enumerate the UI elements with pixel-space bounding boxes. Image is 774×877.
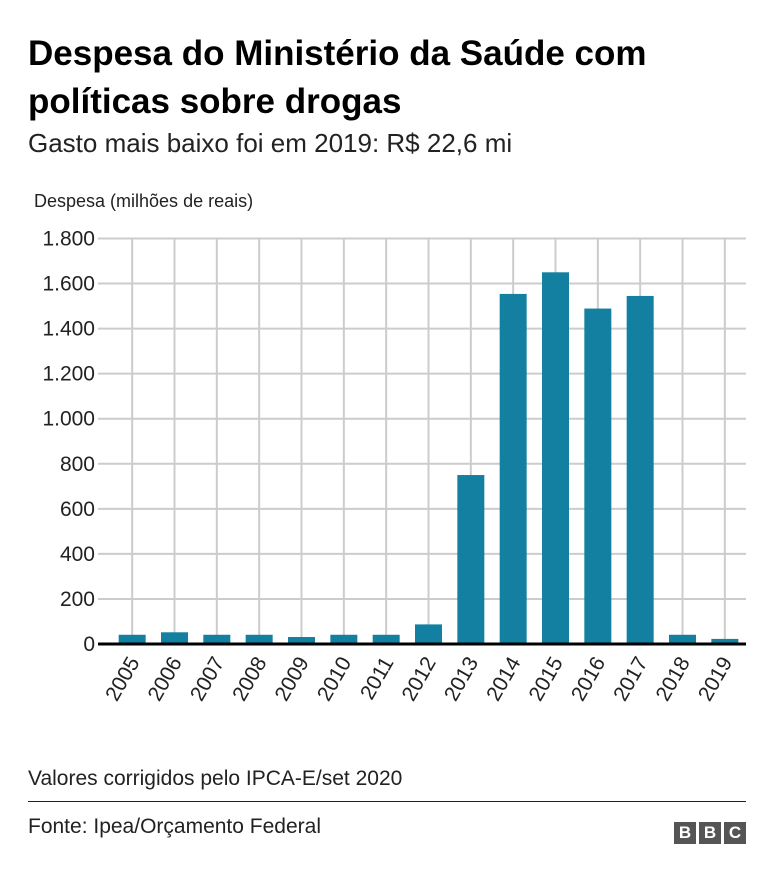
x-tick-label: 2007	[186, 653, 229, 705]
bar-2018	[669, 634, 696, 644]
divider	[28, 801, 746, 802]
y-tick-label: 400	[60, 543, 95, 566]
x-tick-label: 2015	[525, 653, 568, 705]
x-tick-label: 2017	[609, 653, 652, 705]
y-tick-label: 1.000	[42, 408, 95, 431]
x-tick-label: 2019	[694, 653, 737, 705]
source-text: Fonte: Ipea/Orçamento Federal	[28, 815, 321, 838]
y-axis-label: Despesa (milhões de reais)	[34, 191, 254, 211]
bar-2012	[415, 624, 442, 644]
chart-title: Despesa do Ministério da Saúde com polít…	[28, 34, 647, 121]
footnote: Valores corrigidos pelo IPCA-E/set 2020	[28, 767, 403, 790]
y-tick-label: 1.200	[42, 363, 95, 386]
bar-2009	[288, 637, 315, 644]
bar-2008	[245, 634, 273, 644]
bar-2010	[330, 634, 358, 644]
bar-2017	[626, 295, 654, 644]
y-tick-label: 200	[60, 588, 95, 611]
x-tick-label: 2006	[144, 653, 187, 705]
y-tick-label: 600	[60, 498, 95, 521]
x-tick-label: 2010	[313, 653, 356, 705]
y-tick-label: 800	[60, 453, 95, 476]
bar-2014	[499, 293, 527, 644]
x-tick-label: 2016	[567, 653, 610, 705]
bar-2007	[203, 634, 231, 644]
x-tick-label: 2012	[398, 653, 441, 705]
x-tick-label: 2013	[440, 653, 483, 705]
x-tick-label: 2005	[101, 653, 144, 705]
bar-2011	[372, 634, 400, 644]
bar-2006	[161, 632, 188, 644]
y-tick-label: 1.600	[42, 273, 95, 296]
bar-2015	[542, 272, 569, 644]
x-tick-label: 2014	[482, 653, 525, 705]
x-tick-label: 2018	[652, 653, 695, 705]
bar-2013	[457, 475, 485, 644]
x-tick-label: 2011	[356, 653, 399, 704]
bar-2005	[118, 634, 146, 644]
bar-2016	[584, 308, 612, 644]
chart-subtitle: Gasto mais baixo foi em 2019: R$ 22,6 mi	[28, 128, 513, 158]
x-tick-label: 2009	[271, 653, 314, 705]
y-tick-label: 0	[83, 633, 95, 656]
y-tick-label: 1.400	[42, 318, 95, 341]
bar-2019	[711, 638, 739, 644]
y-tick-label: 1.800	[42, 228, 95, 251]
x-tick-label: 2008	[228, 653, 271, 705]
